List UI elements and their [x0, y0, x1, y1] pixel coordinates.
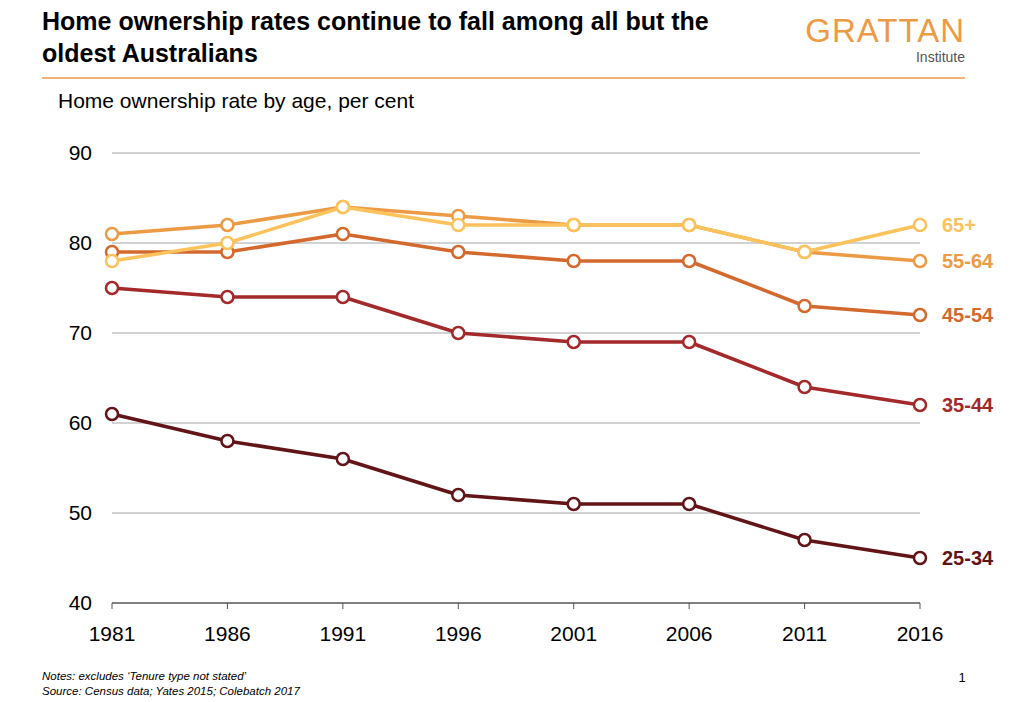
series-label: 25-34 [942, 547, 994, 569]
x-tick [920, 603, 921, 609]
x-tick [804, 603, 805, 609]
series-line [112, 234, 920, 315]
grid-line [112, 333, 920, 334]
x-tick [458, 603, 459, 609]
title: Home ownership rates continue to fall am… [42, 7, 709, 67]
marker [452, 489, 464, 501]
y-tick-label: 60 [69, 411, 92, 434]
marker [799, 534, 811, 546]
marker [221, 219, 233, 231]
grid-line [112, 153, 920, 154]
marker [106, 408, 118, 420]
x-tick-label: 1996 [435, 622, 482, 645]
marker [337, 228, 349, 240]
marker [799, 381, 811, 393]
marker [106, 282, 118, 294]
marker [683, 255, 695, 267]
series-label: 55-64 [942, 250, 994, 272]
y-tick-label: 40 [69, 591, 92, 614]
marker [914, 552, 926, 564]
grid-line [112, 423, 920, 424]
marker [452, 246, 464, 258]
series-labels: 25-34 35-44 45-54 55-64 65+ [942, 214, 994, 569]
marker [799, 300, 811, 312]
marker [337, 201, 349, 213]
note: Source: Census data; Yates 2015; Colebat… [42, 685, 300, 697]
chart: Home ownership rates continue to fall am… [0, 0, 1024, 702]
marker [914, 309, 926, 321]
x-tick-label: 2001 [550, 622, 597, 645]
marker [568, 219, 580, 231]
plot-marks [106, 201, 926, 564]
series-label: 35-44 [942, 394, 994, 416]
x-tick [573, 603, 574, 609]
marker [221, 237, 233, 249]
header-rule [42, 77, 965, 79]
marker [683, 336, 695, 348]
brand-sub: Institute [916, 49, 965, 65]
subtitle: Home ownership rate by age, per cent [58, 89, 414, 112]
x-tick [342, 603, 343, 609]
y-tick-label: 50 [69, 501, 92, 524]
marker [799, 246, 811, 258]
marker [106, 228, 118, 240]
series-line [112, 207, 920, 261]
series-line [112, 414, 920, 558]
marker [683, 498, 695, 510]
marker [683, 219, 695, 231]
x-axis-line [112, 602, 920, 604]
x-tick [112, 603, 113, 609]
series-line [112, 207, 920, 261]
y-tick-label: 70 [69, 321, 92, 344]
y-tick-label: 90 [69, 141, 92, 164]
grid-line [112, 513, 920, 514]
marker [337, 453, 349, 465]
series-label: 45-54 [942, 304, 994, 326]
marker [106, 255, 118, 267]
brand: GRATTAN [805, 12, 965, 49]
marker [914, 399, 926, 411]
marker [221, 291, 233, 303]
x-tick [689, 603, 690, 609]
x-tick-label: 1986 [204, 622, 251, 645]
marker [568, 255, 580, 267]
marker [452, 327, 464, 339]
marker [683, 219, 695, 231]
marker [568, 336, 580, 348]
marker [337, 201, 349, 213]
x-tick-label: 2011 [782, 622, 827, 645]
x-tick-label: 2006 [666, 622, 713, 645]
marker [452, 219, 464, 231]
x-tick [227, 603, 228, 609]
marker [914, 255, 926, 267]
x-tick-label: 1981 [89, 622, 136, 645]
marker [568, 219, 580, 231]
x-tick-label: 1991 [319, 622, 366, 645]
note: Notes: excludes ‘Tenure type not stated’ [42, 670, 247, 682]
x-tick-label: 2016 [897, 622, 944, 645]
series-label: 65+ [942, 214, 976, 236]
page-number: 1 [958, 670, 965, 685]
series-line [112, 288, 920, 405]
marker [337, 291, 349, 303]
marker [799, 246, 811, 258]
marker [568, 498, 580, 510]
marker [914, 219, 926, 231]
marker [221, 435, 233, 447]
y-tick-label: 80 [69, 231, 92, 254]
